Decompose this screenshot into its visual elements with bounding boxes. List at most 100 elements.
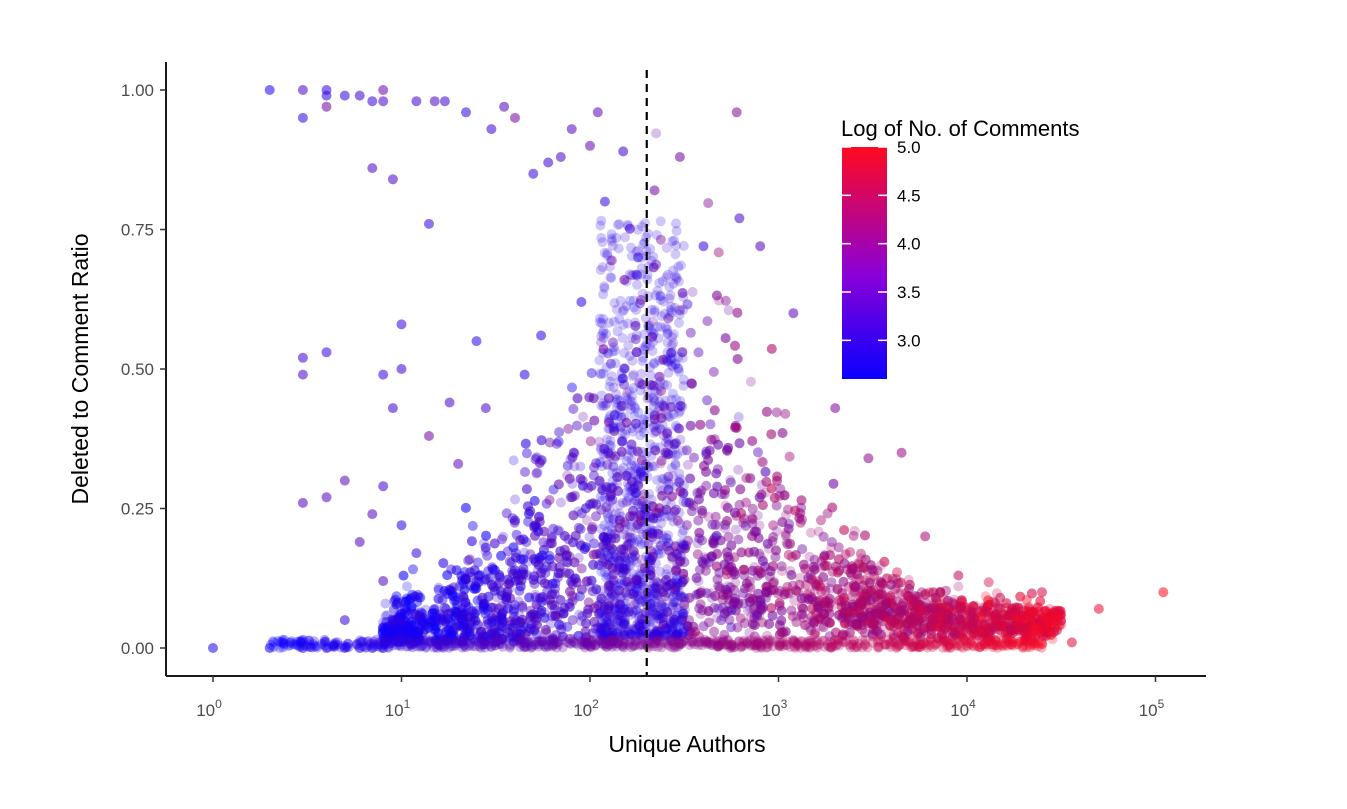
data-point: [838, 576, 849, 587]
data-point: [453, 592, 464, 603]
data-point: [1010, 625, 1021, 636]
data-point: [525, 615, 535, 626]
data-point: [756, 456, 767, 467]
data-point: [545, 618, 556, 629]
data-point: [408, 614, 419, 625]
data-point: [841, 610, 852, 621]
data-point: [809, 585, 820, 596]
data-point: [747, 436, 758, 446]
data-point: [730, 340, 740, 351]
data-point: [539, 607, 550, 618]
data-point: [423, 622, 434, 633]
data-point: [819, 582, 830, 593]
data-point: [830, 561, 841, 572]
data-point: [841, 603, 852, 614]
data-point: [645, 565, 656, 576]
data-point: [754, 611, 765, 621]
data-point: [441, 622, 451, 633]
data-point: [554, 552, 565, 563]
data-point: [463, 555, 474, 566]
data-point: [976, 613, 987, 624]
data-point: [760, 466, 771, 477]
data-point: [808, 561, 819, 572]
data-point: [415, 607, 426, 618]
data-point: [723, 442, 734, 453]
data-point: [856, 553, 867, 564]
data-point: [459, 584, 470, 595]
data-point: [390, 627, 401, 638]
data-point: [685, 327, 696, 338]
data-point: [861, 615, 872, 626]
data-point: [584, 581, 595, 592]
data-point: [581, 515, 592, 526]
data-point: [495, 572, 506, 583]
data-point: [849, 525, 860, 536]
data-point: [745, 603, 756, 614]
data-point: [912, 633, 923, 644]
data-point: [839, 525, 850, 536]
data-point: [964, 619, 975, 630]
data-point: [1026, 607, 1037, 617]
data-point: [685, 498, 696, 509]
data-point: [970, 600, 981, 611]
data-point: [569, 461, 580, 472]
data-point: [607, 611, 618, 622]
data-point: [1049, 622, 1060, 633]
data-point: [452, 621, 463, 632]
data-point: [1019, 611, 1030, 622]
data-point: [1038, 626, 1049, 637]
data-point: [741, 578, 752, 589]
data-point: [594, 436, 605, 447]
data-point: [682, 459, 693, 470]
data-point: [749, 562, 760, 572]
data-point: [693, 589, 704, 599]
data-point: [556, 620, 567, 631]
data-point: [701, 449, 712, 460]
data-point: [644, 552, 655, 563]
data-point: [521, 448, 532, 459]
data-point: [456, 589, 467, 600]
data-point: [776, 605, 787, 616]
data-point: [445, 583, 456, 594]
data-point: [879, 556, 890, 567]
data-point: [680, 596, 690, 607]
data-point: [907, 600, 918, 611]
data-point: [961, 616, 972, 627]
data-point: [460, 502, 471, 513]
data-point: [768, 520, 779, 531]
data-point: [657, 485, 668, 496]
data-point: [804, 551, 815, 562]
data-point: [378, 617, 389, 628]
data-point: [1008, 627, 1019, 638]
data-point: [617, 611, 628, 622]
data-point: [1001, 629, 1011, 640]
data-point: [498, 605, 508, 616]
data-point: [820, 560, 831, 571]
data-point: [848, 562, 859, 573]
data-point: [473, 577, 484, 588]
data-point: [544, 495, 555, 505]
data-point: [744, 627, 755, 638]
data-point: [1045, 609, 1056, 620]
data-point: [574, 609, 585, 620]
data-point: [515, 629, 526, 639]
data-point: [931, 604, 941, 615]
data-point: [762, 538, 773, 549]
data-point: [970, 611, 981, 622]
data-point: [928, 618, 939, 629]
data-point: [736, 547, 747, 558]
data-point: [496, 550, 507, 561]
data-point: [780, 408, 791, 419]
data-point: [980, 625, 991, 636]
data-point: [861, 600, 872, 611]
data-point: [671, 563, 682, 574]
data-point: [703, 198, 714, 209]
data-point: [953, 581, 964, 592]
data-point: [1026, 623, 1037, 634]
data-point: [653, 528, 664, 539]
data-point: [697, 505, 707, 516]
data-point: [980, 606, 991, 616]
data-point: [615, 465, 626, 476]
data-point: [723, 305, 734, 316]
data-point: [786, 570, 797, 580]
